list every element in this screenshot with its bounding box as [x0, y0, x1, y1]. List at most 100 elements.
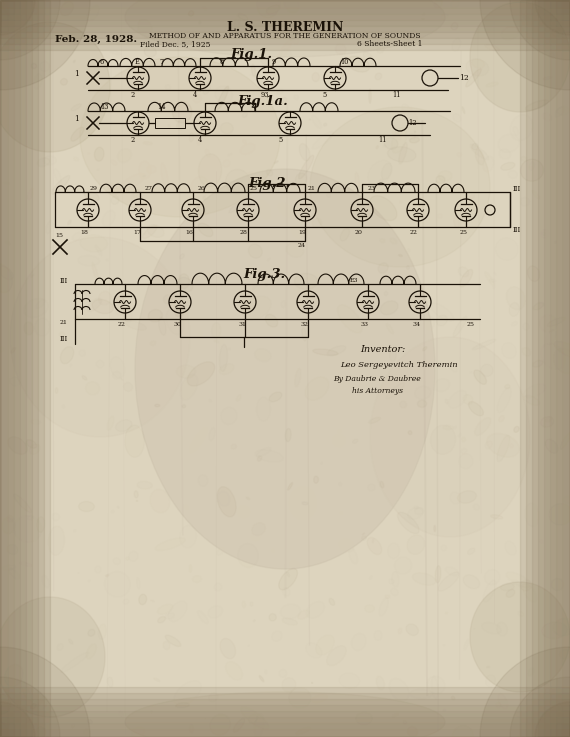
Ellipse shape: [139, 594, 146, 604]
Ellipse shape: [347, 56, 369, 72]
Ellipse shape: [545, 439, 558, 453]
Ellipse shape: [83, 217, 89, 220]
Text: his Attorneys: his Attorneys: [352, 387, 403, 395]
Ellipse shape: [555, 107, 564, 117]
Ellipse shape: [310, 107, 490, 267]
Text: Inventor:: Inventor:: [360, 344, 405, 354]
Ellipse shape: [425, 316, 434, 329]
Ellipse shape: [0, 647, 90, 737]
Text: 17: 17: [133, 229, 141, 234]
Ellipse shape: [510, 0, 570, 60]
Ellipse shape: [363, 52, 373, 64]
Ellipse shape: [147, 225, 164, 237]
Ellipse shape: [370, 196, 397, 220]
Ellipse shape: [290, 487, 316, 520]
Ellipse shape: [469, 402, 483, 416]
Ellipse shape: [86, 644, 96, 659]
Text: Feb. 28, 1928.: Feb. 28, 1928.: [55, 35, 137, 43]
Ellipse shape: [198, 611, 208, 624]
Ellipse shape: [539, 45, 559, 69]
Ellipse shape: [530, 167, 533, 169]
Bar: [0, 0, 570, 32]
Ellipse shape: [514, 427, 519, 433]
Ellipse shape: [522, 583, 536, 602]
Ellipse shape: [31, 704, 36, 709]
Text: 6: 6: [100, 58, 104, 66]
Ellipse shape: [148, 310, 162, 322]
Ellipse shape: [0, 0, 60, 60]
Text: 2: 2: [130, 91, 135, 99]
Ellipse shape: [46, 220, 52, 234]
Bar: [538, 0, 570, 737]
Ellipse shape: [284, 0, 299, 13]
Ellipse shape: [269, 392, 282, 402]
Text: 25: 25: [467, 321, 475, 326]
Ellipse shape: [377, 46, 384, 53]
Ellipse shape: [237, 395, 241, 401]
Ellipse shape: [392, 128, 406, 153]
Ellipse shape: [472, 144, 478, 150]
Text: Leo Sergeyevitch Theremin: Leo Sergeyevitch Theremin: [340, 361, 458, 369]
Text: 18: 18: [80, 229, 88, 234]
Ellipse shape: [206, 150, 210, 157]
Text: METHOD OF AND APPARATUS FOR THE GENERATION OF SOUNDS: METHOD OF AND APPARATUS FOR THE GENERATI…: [149, 32, 421, 40]
Ellipse shape: [0, 0, 90, 90]
Ellipse shape: [163, 641, 170, 649]
Ellipse shape: [95, 147, 104, 161]
Ellipse shape: [217, 486, 236, 517]
Text: 5: 5: [322, 91, 326, 99]
Text: 13: 13: [100, 103, 108, 111]
Ellipse shape: [80, 57, 280, 217]
Ellipse shape: [258, 456, 262, 461]
Text: 2: 2: [130, 136, 135, 144]
Ellipse shape: [349, 548, 357, 564]
Ellipse shape: [414, 131, 416, 133]
Ellipse shape: [42, 36, 56, 52]
Ellipse shape: [370, 337, 530, 537]
Ellipse shape: [88, 629, 95, 636]
Bar: [0, 0, 570, 26]
Text: 34: 34: [412, 321, 420, 326]
Text: Fig.1a.: Fig.1a.: [237, 94, 288, 108]
Text: 4: 4: [198, 136, 202, 144]
Ellipse shape: [136, 500, 137, 501]
Ellipse shape: [253, 620, 255, 621]
Ellipse shape: [435, 566, 441, 583]
Ellipse shape: [85, 37, 86, 38]
Ellipse shape: [423, 346, 427, 351]
Ellipse shape: [0, 597, 105, 717]
Ellipse shape: [312, 116, 321, 128]
Ellipse shape: [305, 377, 329, 400]
Ellipse shape: [327, 646, 346, 666]
Bar: [0, 729, 570, 737]
Ellipse shape: [79, 350, 86, 356]
Ellipse shape: [527, 266, 540, 282]
Ellipse shape: [467, 548, 475, 554]
Text: 31: 31: [238, 321, 246, 326]
Ellipse shape: [290, 34, 297, 40]
Ellipse shape: [279, 568, 298, 590]
Bar: [0, 0, 8, 737]
Text: 23: 23: [368, 186, 376, 190]
Ellipse shape: [257, 0, 280, 18]
Ellipse shape: [92, 262, 98, 280]
Text: 29: 29: [90, 186, 98, 190]
Text: III: III: [60, 277, 68, 285]
Ellipse shape: [161, 164, 168, 188]
Ellipse shape: [378, 263, 388, 273]
Ellipse shape: [388, 147, 416, 162]
Ellipse shape: [9, 568, 19, 579]
Ellipse shape: [154, 678, 160, 682]
Ellipse shape: [397, 512, 419, 534]
Ellipse shape: [553, 349, 570, 374]
Ellipse shape: [502, 27, 519, 40]
Text: 30: 30: [173, 321, 181, 326]
Ellipse shape: [11, 347, 15, 353]
Bar: [0, 0, 570, 44]
Bar: [0, 0, 44, 737]
Ellipse shape: [329, 598, 335, 605]
Ellipse shape: [251, 65, 255, 77]
Bar: [556, 0, 570, 737]
Ellipse shape: [410, 689, 432, 699]
Ellipse shape: [193, 94, 201, 102]
